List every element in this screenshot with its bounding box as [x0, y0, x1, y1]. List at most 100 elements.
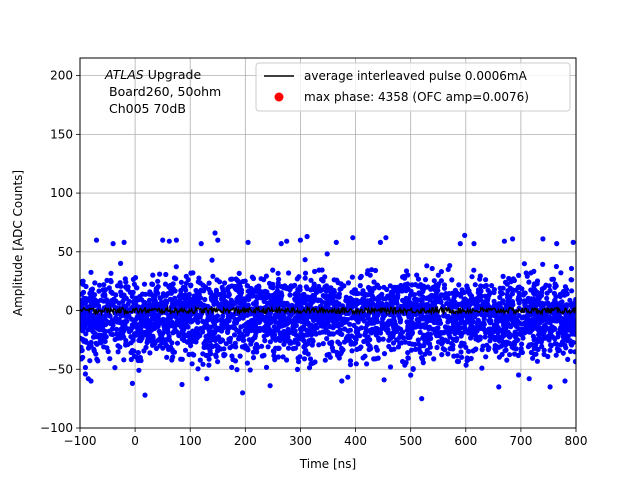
scatter-point	[564, 291, 570, 297]
scatter-point	[275, 280, 281, 286]
scatter-point	[370, 316, 376, 322]
scatter-point	[250, 287, 256, 293]
scatter-point	[320, 341, 326, 347]
scatter-point	[498, 343, 504, 349]
scatter-point	[525, 314, 531, 320]
scatter-point	[396, 287, 402, 293]
scatter-point	[471, 314, 477, 320]
scatter-point	[427, 331, 433, 337]
scatter-point	[110, 241, 116, 247]
scatter-point	[491, 322, 497, 328]
scatter-point	[274, 297, 280, 303]
scatter-point	[226, 301, 232, 307]
atlas-annotation: ATLAS Upgrade Board260, 50ohm Ch005 70dB	[104, 67, 221, 116]
scatter-point	[131, 348, 137, 354]
scatter-point	[182, 347, 189, 353]
scatter-point	[253, 327, 259, 333]
scatter-point	[262, 338, 268, 344]
scatter-point	[274, 288, 280, 294]
scatter-point	[563, 334, 569, 340]
scatter-point	[109, 302, 115, 308]
scatter-point	[300, 336, 306, 342]
scatter-point	[464, 358, 470, 364]
scatter-point	[509, 321, 516, 327]
scatter-point	[539, 318, 545, 324]
scatter-point	[170, 286, 176, 292]
scatter-point	[496, 384, 502, 390]
scatter-point	[136, 367, 142, 373]
scatter-point	[226, 318, 232, 324]
scatter-point	[259, 343, 265, 349]
scatter-point	[442, 337, 448, 343]
scatter-point	[240, 390, 246, 396]
scatter-point	[268, 295, 274, 301]
scatter-point	[421, 322, 427, 328]
scatter-point	[137, 333, 143, 339]
scatter-point	[98, 297, 104, 303]
scatter-point	[567, 297, 573, 303]
scatter-point	[189, 361, 195, 367]
scatter-point	[504, 281, 510, 287]
scatter-point	[528, 301, 534, 307]
scatter-point	[507, 311, 513, 317]
scatter-point	[568, 302, 574, 308]
scatter-point	[376, 337, 382, 343]
scatter-point	[209, 312, 215, 318]
scatter-point	[569, 288, 575, 294]
scatter-point	[416, 322, 422, 328]
scatter-point	[146, 331, 153, 337]
scatter-point	[96, 332, 102, 338]
scatter-point	[459, 330, 465, 336]
scatter-point	[280, 354, 286, 360]
scatter-point	[397, 340, 403, 346]
scatter-point	[307, 356, 314, 362]
scatter-point	[270, 281, 276, 287]
scatter-point	[308, 277, 314, 283]
scatter-point	[454, 292, 460, 298]
scatter-point	[441, 282, 448, 288]
scatter-point	[523, 270, 529, 276]
scatter-point	[505, 329, 511, 335]
scatter-point	[464, 302, 470, 308]
scatter-point	[179, 356, 185, 362]
average-line-path	[80, 304, 576, 317]
scatter-point	[499, 351, 505, 358]
scatter-point	[111, 317, 117, 323]
scatter-point	[129, 322, 135, 328]
scatter-point	[288, 285, 294, 291]
scatter-point	[164, 299, 170, 305]
scatter-point	[557, 291, 563, 298]
scatter-point	[475, 317, 481, 323]
scatter-point	[210, 273, 216, 279]
scatter-point	[83, 296, 89, 302]
scatter-point	[427, 294, 433, 300]
scatter-point	[373, 344, 379, 350]
scatter-point	[114, 326, 120, 332]
annotation-line3: Ch005 70dB	[109, 101, 186, 116]
scatter-point	[482, 293, 488, 299]
scatter-point	[555, 348, 561, 354]
y-tick-label: 50	[58, 245, 73, 259]
scatter-point	[108, 279, 114, 285]
scatter-point	[509, 287, 516, 293]
scatter-point	[482, 334, 488, 340]
scatter-point	[219, 321, 225, 328]
scatter-point	[146, 297, 153, 303]
scatter-point	[175, 321, 181, 327]
scatter-point	[338, 286, 344, 292]
scatter-point	[405, 350, 411, 356]
scatter-point	[562, 378, 568, 384]
scatter-point	[282, 301, 288, 308]
scatter-point	[441, 313, 447, 319]
scatter-point	[431, 317, 437, 323]
scatter-point	[550, 276, 557, 282]
scatter-point	[205, 324, 211, 330]
scatter-point	[141, 332, 147, 338]
scatter-point	[271, 332, 277, 338]
scatter-point	[419, 396, 425, 402]
scatter-point	[186, 351, 192, 358]
scatter-point	[316, 342, 322, 348]
scatter-point	[255, 344, 261, 350]
scatter-point	[265, 344, 271, 350]
scatter-point	[309, 330, 315, 336]
